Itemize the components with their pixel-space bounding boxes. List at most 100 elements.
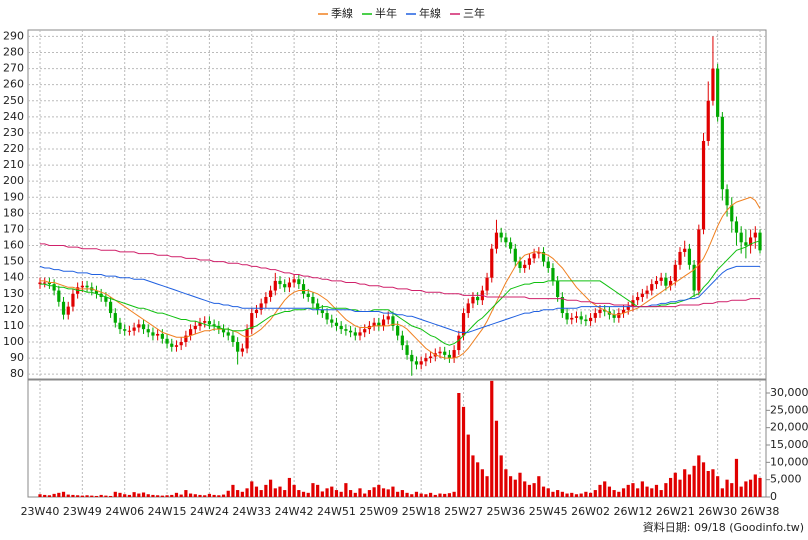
candle-body <box>137 324 141 328</box>
y-tick-label: 90 <box>10 351 24 364</box>
candle-body <box>739 232 743 243</box>
volume-bar <box>353 492 357 497</box>
candle-body <box>593 313 597 318</box>
candle-body <box>311 296 315 304</box>
volume-bar <box>607 486 612 497</box>
volume-bar <box>61 491 66 497</box>
y-tick-label: 120 <box>3 303 24 316</box>
candle-body <box>306 293 310 297</box>
candle-body <box>650 284 654 291</box>
volume-bar <box>320 491 324 497</box>
volume-bar <box>579 493 583 497</box>
candle-body <box>730 205 734 222</box>
volume-bar <box>184 490 188 497</box>
volume-bar <box>236 490 240 497</box>
candle-body <box>508 242 513 249</box>
volume-bar <box>43 494 47 497</box>
y-tick-label: 200 <box>3 174 24 187</box>
volume-bar <box>165 495 169 497</box>
candle-body <box>706 100 710 141</box>
candle-body <box>123 329 127 331</box>
x-tick-label: 24W15 <box>148 505 187 518</box>
volume-bar <box>240 491 244 497</box>
candle-body <box>386 316 390 320</box>
candle-body <box>574 316 579 318</box>
y2-tick-label: 25,000 <box>770 403 808 416</box>
candle-body <box>664 277 668 286</box>
candle-body <box>720 116 724 190</box>
volume-bar <box>174 492 179 497</box>
volume-bar <box>367 490 372 497</box>
volume-bar <box>438 493 442 497</box>
volume-bar <box>687 474 692 497</box>
volume-bar <box>447 493 452 497</box>
candle-body <box>683 248 687 252</box>
candle-body <box>231 335 235 343</box>
candle-body <box>264 296 268 304</box>
candle-body <box>212 324 216 326</box>
x-tick-label: 26W02 <box>571 505 610 518</box>
volume-bar <box>532 483 536 497</box>
volume-bar <box>518 472 522 497</box>
volume-bar <box>603 481 607 497</box>
volume-bar <box>593 490 597 497</box>
x-tick-label: 26W21 <box>656 505 695 518</box>
volume-bar <box>400 490 404 497</box>
candle-body <box>603 309 607 312</box>
volume-bar <box>179 494 183 497</box>
candle-body <box>61 301 66 315</box>
volume-bar <box>386 489 390 497</box>
x-tick-label: 25W27 <box>444 505 483 518</box>
y-tick-label: 190 <box>3 190 24 203</box>
candle-body <box>626 306 630 310</box>
candle-body <box>358 332 362 336</box>
candle-body <box>127 330 132 332</box>
candle-body <box>716 68 720 117</box>
y-tick-label: 260 <box>3 78 24 91</box>
volume-bar <box>744 481 748 497</box>
volume-bar <box>650 488 654 497</box>
candle-body <box>419 361 423 365</box>
volume-bar <box>358 488 362 497</box>
volume-bar <box>716 476 720 497</box>
candle-body <box>391 316 395 326</box>
x-tick-label: 24W42 <box>275 505 314 518</box>
volume-bar <box>217 495 221 497</box>
candle-body <box>640 293 644 297</box>
candle-body <box>570 317 574 320</box>
candle-body <box>353 332 357 336</box>
volume-bar <box>640 481 644 497</box>
volume-bar <box>706 471 710 497</box>
candle-body <box>344 329 348 331</box>
candle-body <box>132 327 136 331</box>
volume-bar <box>546 488 550 497</box>
candle-body <box>428 356 433 359</box>
x-tick-label: 24W24 <box>190 505 229 518</box>
candle-body <box>325 313 329 320</box>
candle-body <box>165 338 169 344</box>
volume-bar <box>47 495 52 497</box>
candle-body <box>678 251 682 265</box>
candle-body <box>579 316 583 320</box>
volume-bar <box>720 488 724 497</box>
volume-bar <box>188 493 193 497</box>
candle-body <box>363 329 367 333</box>
candle-body <box>283 284 287 288</box>
volume-bar <box>160 495 164 497</box>
x-tick-label: 25W18 <box>402 505 441 518</box>
volume-bar <box>734 458 739 497</box>
y-tick-label: 250 <box>3 94 24 107</box>
volume-bar <box>490 380 494 497</box>
y2-tick-label: 5,000 <box>770 473 802 486</box>
volume-bar <box>419 493 423 497</box>
volume-bar <box>334 490 339 497</box>
volume-bar <box>268 479 273 497</box>
x-tick-label: 23W49 <box>63 505 102 518</box>
candle-body <box>339 325 343 330</box>
volume-bar <box>104 495 108 497</box>
candle-body <box>636 296 640 301</box>
volume-bar <box>306 492 310 497</box>
candle-body <box>471 296 475 304</box>
candle-body <box>410 354 414 362</box>
